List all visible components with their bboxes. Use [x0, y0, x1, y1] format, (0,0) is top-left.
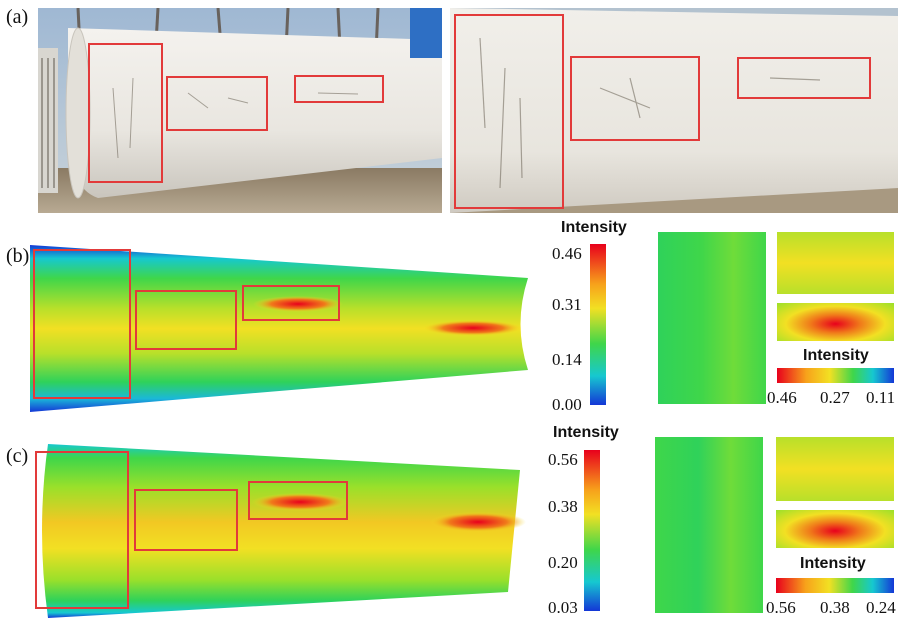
detail-colorbar-c-tick-0: 0.56 [766, 598, 796, 617]
highlight-box-middle [166, 76, 268, 131]
colorbar-title-b: Intensity [561, 219, 627, 236]
zoom-box-middle [570, 56, 700, 141]
panel-c-label: (c) [6, 445, 29, 467]
detail-tile-c-root [655, 437, 763, 613]
colorbar-b [590, 244, 606, 405]
zoom-box-root [454, 14, 564, 209]
detail-colorbar-b-tick-0: 0.46 [767, 388, 797, 407]
panel-b-label: (b) [6, 245, 30, 267]
photo-blade-full [38, 8, 442, 213]
colorbar-c-tick-1: 0.38 [548, 497, 578, 516]
detail-tile-b-root [658, 232, 766, 404]
detail-tile-b-tip [777, 303, 894, 341]
zoom-box-tip [737, 57, 871, 99]
highlight-box-tip [294, 75, 384, 103]
colorbar-c-tick-3: 0.03 [548, 598, 578, 617]
colorbar-b-tick-2: 0.14 [552, 350, 582, 369]
detail-colorbar-c-tick-1: 0.38 [820, 598, 850, 617]
detail-tile-c-tip [776, 510, 894, 548]
colorbar-c-tick-0: 0.56 [548, 450, 578, 469]
highlight-box-root [88, 43, 163, 183]
colorbar-b-tick-0: 0.46 [552, 244, 582, 263]
detail-colorbar-b-tick-1: 0.27 [820, 388, 850, 407]
panel-a-label: (a) [6, 6, 29, 28]
colorbar-b-tick-1: 0.31 [552, 295, 582, 314]
detail-tile-c-middle [776, 437, 894, 501]
detail-colorbar-title-c: Intensity [800, 555, 866, 572]
detail-colorbar-c-tick-2: 0.24 [866, 598, 896, 617]
intensity-map-c [35, 444, 526, 618]
detail-tile-b-middle [777, 232, 894, 294]
intensity-map-b [30, 245, 548, 412]
detail-colorbar-b [777, 368, 894, 383]
colorbar-c-tick-2: 0.20 [548, 553, 578, 572]
detail-colorbar-b-tick-2: 0.11 [866, 388, 896, 407]
colorbar-b-tick-3: 0.00 [552, 395, 582, 414]
detail-colorbar-title-b: Intensity [803, 347, 869, 364]
detail-colorbar-c [776, 578, 894, 593]
colorbar-title-c: Intensity [553, 424, 619, 441]
photo-blade-zoom [450, 8, 898, 213]
colorbar-c [584, 450, 600, 611]
